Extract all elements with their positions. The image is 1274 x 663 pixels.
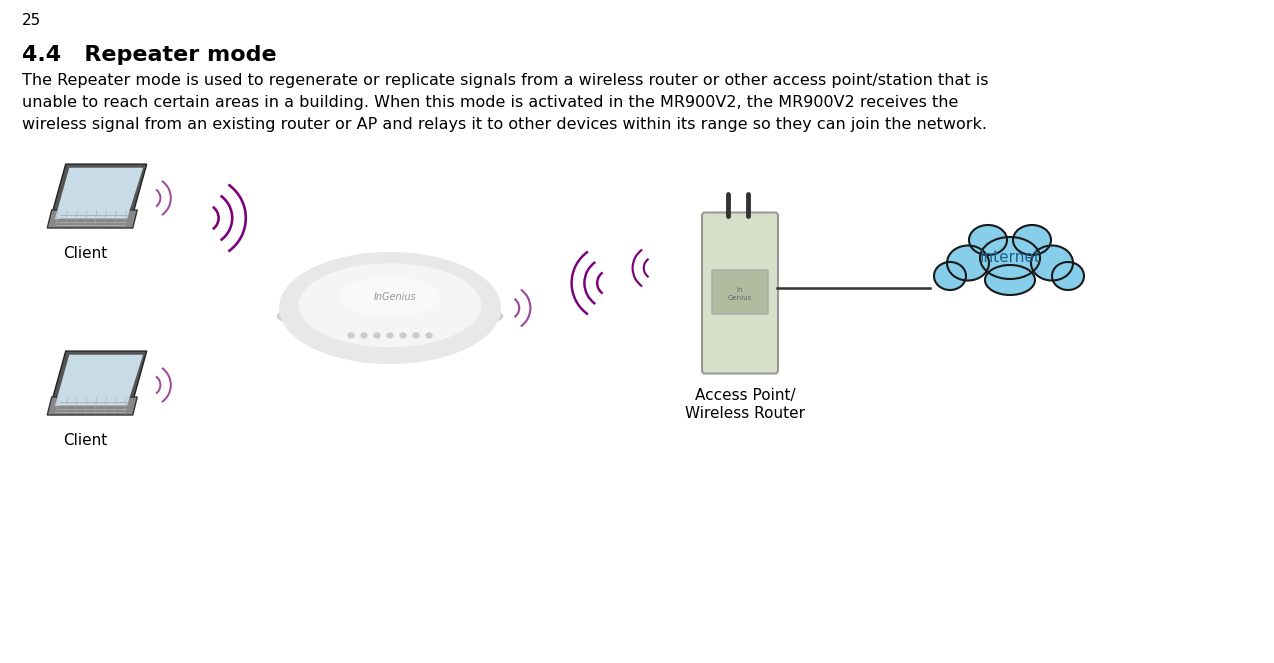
Polygon shape [47, 210, 138, 228]
Polygon shape [55, 355, 143, 406]
Text: The Repeater mode is used to regenerate or replicate signals from a wireless rou: The Repeater mode is used to regenerate … [22, 73, 989, 88]
Ellipse shape [947, 245, 989, 280]
Ellipse shape [278, 301, 503, 332]
Text: Wireless Router: Wireless Router [685, 406, 805, 421]
Ellipse shape [348, 333, 354, 338]
Text: In
Genius: In Genius [727, 288, 752, 300]
Text: 25: 25 [22, 13, 41, 28]
Text: wireless signal from an existing router or AP and relays it to other devices wit: wireless signal from an existing router … [22, 117, 987, 132]
Text: 4.4   Repeater mode: 4.4 Repeater mode [22, 45, 276, 65]
Ellipse shape [340, 278, 440, 316]
Ellipse shape [387, 333, 392, 338]
Ellipse shape [980, 237, 1040, 279]
Ellipse shape [1013, 225, 1051, 255]
FancyBboxPatch shape [712, 270, 768, 314]
Text: Client: Client [62, 246, 107, 261]
FancyBboxPatch shape [702, 213, 778, 373]
Ellipse shape [413, 333, 419, 338]
Polygon shape [47, 397, 138, 415]
Ellipse shape [299, 264, 480, 347]
Text: Internet: Internet [980, 251, 1041, 265]
Ellipse shape [985, 265, 1034, 295]
Ellipse shape [1031, 245, 1073, 280]
Ellipse shape [426, 333, 432, 338]
Polygon shape [50, 351, 147, 410]
Ellipse shape [934, 262, 966, 290]
Ellipse shape [375, 333, 380, 338]
Polygon shape [50, 164, 147, 223]
Ellipse shape [361, 333, 367, 338]
Ellipse shape [1052, 262, 1084, 290]
Text: Access Point/: Access Point/ [694, 388, 795, 403]
Text: Client: Client [62, 433, 107, 448]
Polygon shape [55, 168, 143, 219]
Text: unable to reach certain areas in a building. When this mode is activated in the : unable to reach certain areas in a build… [22, 95, 958, 110]
Ellipse shape [280, 253, 499, 363]
Ellipse shape [400, 333, 406, 338]
Text: InGenius: InGenius [373, 292, 417, 302]
Ellipse shape [970, 225, 1006, 255]
